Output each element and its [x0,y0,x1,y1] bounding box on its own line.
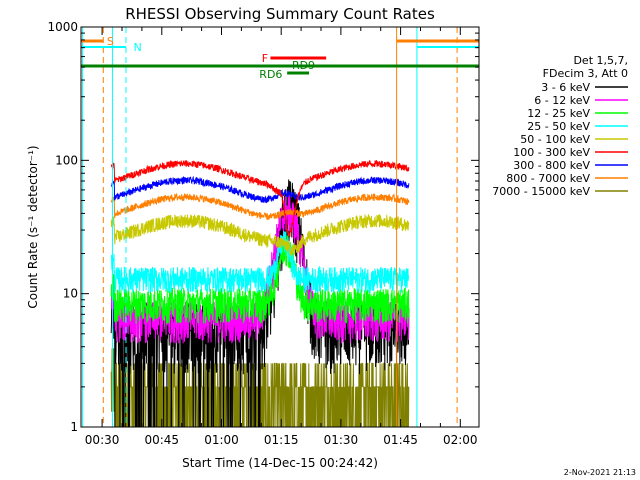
footer-timestamp: 2-Nov-2021 21:13 [564,468,636,477]
series-line-12-25-kev [110,235,410,325]
legend-entry-label: 50 - 100 keV [520,133,590,146]
annotation-layer: S N F RD9 RD6 [81,27,479,427]
x-tick-label: 00:45 [144,433,179,447]
saa-label: S [107,35,114,48]
x-tick-label: 02:00 [443,433,478,447]
x-tick-label: 00:30 [85,433,120,447]
axis-layer: 1 10 100 1000 00:30 00:45 01:00 01:15 01:30 01:45… [47,20,479,447]
y-axis-label: Count Rate (s⁻¹ detector⁻¹) [26,145,40,308]
data-layer [110,159,410,428]
x-tick-label: 01:30 [324,433,359,447]
x-tick-label: 01:00 [204,433,239,447]
series-line-800-7000-kev [110,192,410,220]
x-tick-label: 01:45 [383,433,418,447]
y-tick-label: 100 [55,153,78,167]
legend-entry-label: 800 - 7000 keV [506,172,590,185]
legend-entry-label: 6 - 12 keV [534,94,590,107]
series-line-50-100-kev [110,213,410,257]
series-line-100-300-kev [110,159,410,237]
flare-label: F [262,52,268,65]
x-axis-label: Start Time (14-Dec-15 00:24:42) [182,456,378,470]
legend-entry-label: 25 - 50 keV [527,120,590,133]
night-label: N [134,41,142,54]
legend-entry-label: 7000 - 15000 keV [492,185,590,198]
y-tick-label: 10 [63,287,78,301]
x-tick-label: 01:15 [264,433,299,447]
legend-entry-label: 3 - 6 keV [541,81,590,94]
legend-header: FDecim 3, Att 0 [543,67,628,80]
legend-entry-label: 300 - 800 keV [513,159,590,172]
legend-header: Det 1,5,7, [573,54,628,67]
rd6-label: RD6 [259,68,282,81]
y-tick-label: 1000 [47,20,78,34]
legend-entry-label: 100 - 300 keV [513,146,590,159]
y-tick-label: 1 [70,420,78,434]
chart-title: RHESSI Observing Summary Count Rates [125,5,435,23]
series-line-25-50-kev [110,231,410,293]
rd9-label: RD9 [292,59,315,72]
legend-entry-label: 12 - 25 keV [527,107,590,120]
series-line-300-800-kev [110,175,410,204]
plot-frame [80,26,480,428]
